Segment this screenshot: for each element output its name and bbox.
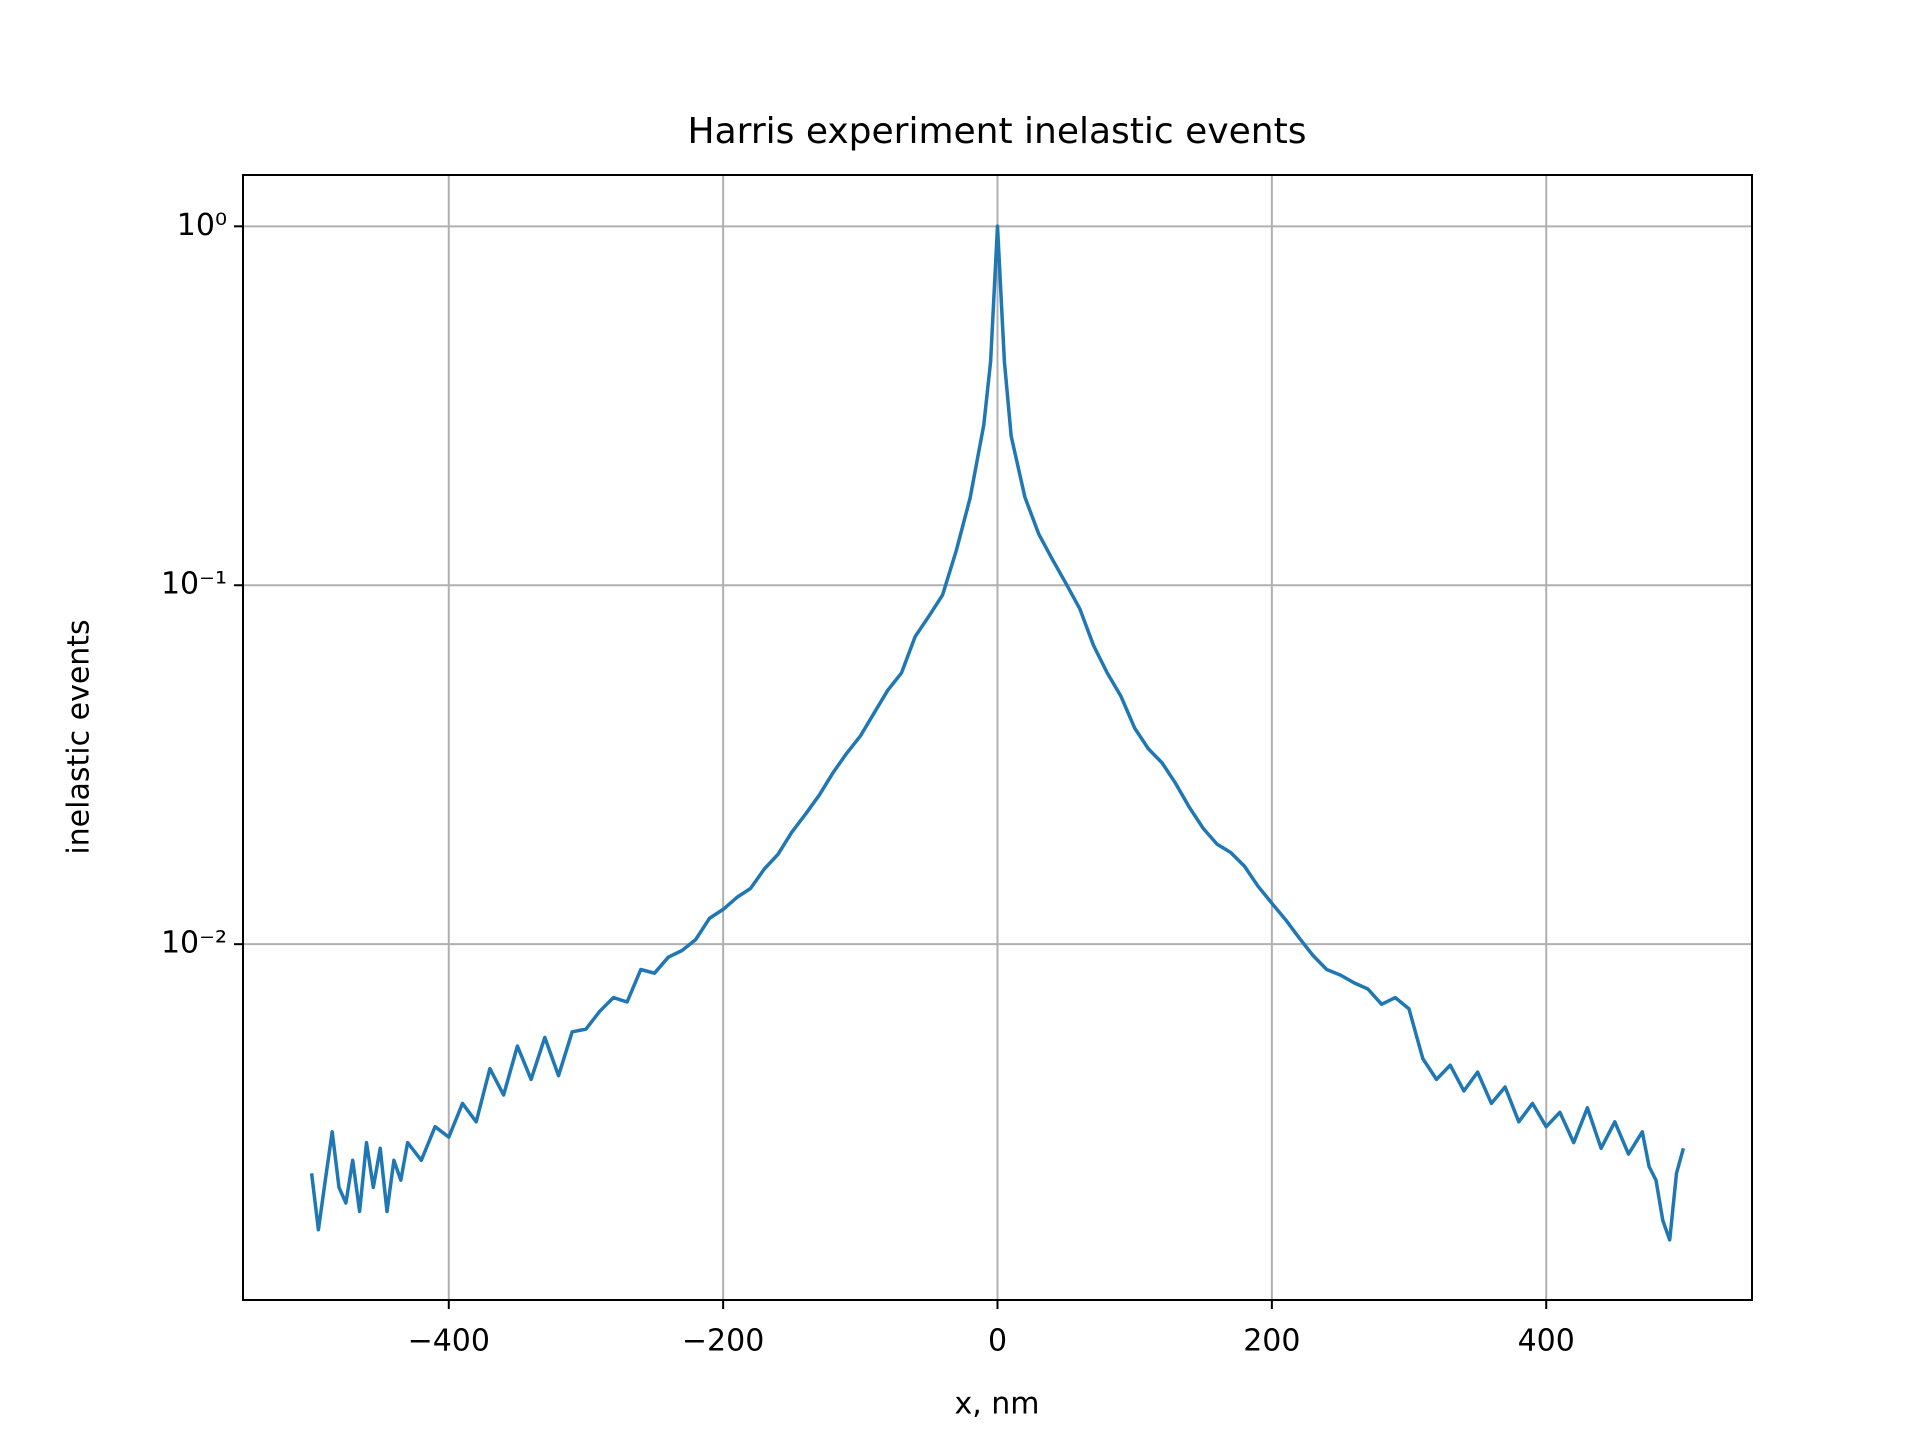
y-tick-label: 10⁻²: [161, 926, 227, 961]
y-tick-label: 10⁻¹: [161, 567, 227, 602]
data-line: [309, 224, 1686, 1242]
plot-frame: [242, 174, 1753, 1301]
x-tick-label: 200: [1243, 1324, 1300, 1359]
x-tick-label: −400: [408, 1324, 490, 1359]
x-tick-label: −200: [682, 1324, 764, 1359]
x-axis-label: x, nm: [954, 1387, 1039, 1422]
y-tick-label: 10⁰: [177, 208, 227, 243]
chart-title: Harris experiment inelastic events: [688, 111, 1307, 152]
x-tick-label: 400: [1518, 1324, 1575, 1359]
y-axis-label: inelastic events: [62, 619, 97, 854]
x-tick-label: 0: [988, 1324, 1007, 1359]
